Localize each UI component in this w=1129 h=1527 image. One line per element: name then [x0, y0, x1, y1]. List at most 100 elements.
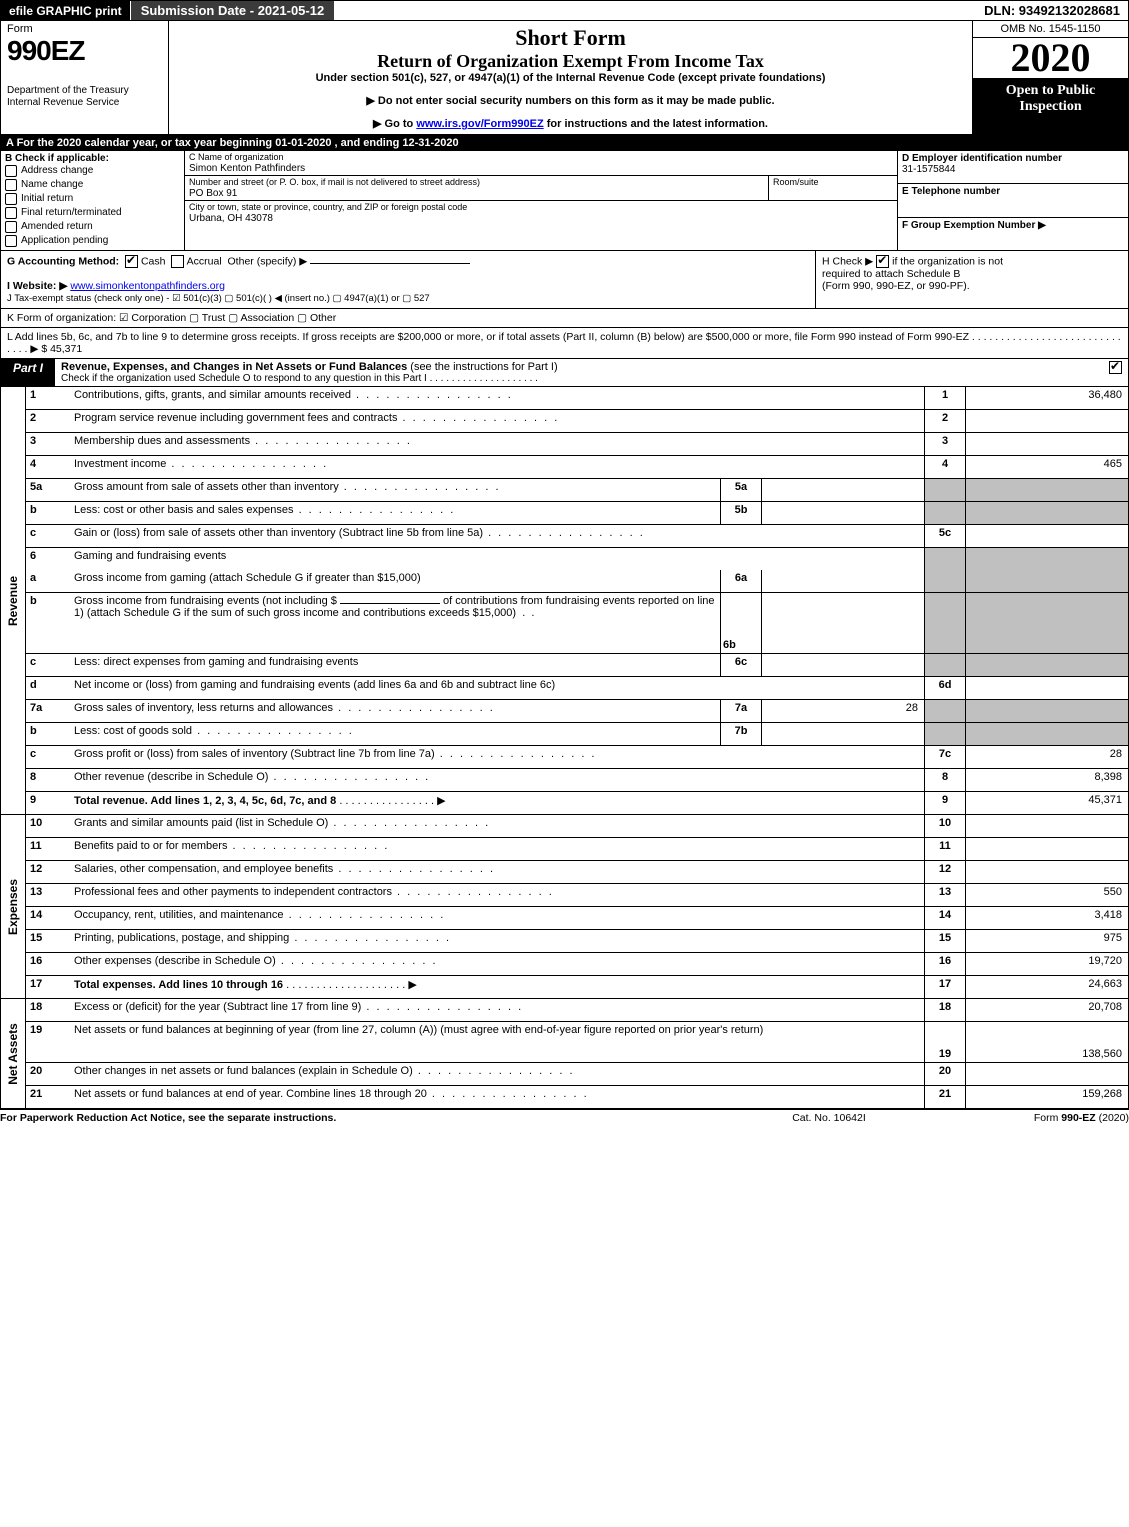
- line-5c-value: [965, 525, 1128, 547]
- line-20-value: [965, 1063, 1128, 1085]
- part-i-header: Part I Revenue, Expenses, and Changes in…: [0, 359, 1129, 387]
- line-21: 21 Net assets or fund balances at end of…: [26, 1086, 1128, 1108]
- accrual-checkbox[interactable]: [171, 255, 184, 268]
- row-h-1: if the organization is not: [892, 255, 1003, 267]
- line-13-value: 550: [965, 884, 1128, 906]
- expenses-table: Expenses 10 Grants and similar amounts p…: [0, 815, 1129, 999]
- row-g-label: G Accounting Method:: [7, 255, 119, 267]
- goto-pre: ▶ Go to: [373, 118, 416, 130]
- address-value: PO Box 91: [189, 188, 237, 199]
- line-1: 1 Contributions, gifts, grants, and simi…: [26, 387, 1128, 410]
- row-h: H Check ▶ if the organization is not req…: [815, 251, 1128, 308]
- form-header: Form 990EZ Department of the Treasury In…: [0, 21, 1129, 135]
- line-5c: c Gain or (loss) from sale of assets oth…: [26, 525, 1128, 548]
- accrual-label: Accrual: [187, 255, 222, 267]
- spacer: [334, 1, 976, 20]
- line-1-value: 36,480: [965, 387, 1128, 409]
- goto-post: for instructions and the latest informat…: [547, 118, 768, 130]
- cash-checkbox[interactable]: [125, 255, 138, 268]
- line-11: 11 Benefits paid to or for members 11: [26, 838, 1128, 861]
- org-name-cell: C Name of organization Simon Kenton Path…: [185, 151, 897, 176]
- group-exemption-label: F Group Exemption Number ▶: [902, 220, 1046, 231]
- chk-address-change[interactable]: Address change: [5, 164, 180, 178]
- ein-value: 31-1575844: [902, 164, 955, 175]
- line-16-value: 19,720: [965, 953, 1128, 975]
- other-input[interactable]: [310, 263, 470, 264]
- schedule-o-checkbox[interactable]: [1109, 361, 1122, 374]
- part-i-title: Revenue, Expenses, and Changes in Net As…: [55, 359, 1103, 386]
- footer-center: Cat. No. 10642I: [729, 1112, 929, 1124]
- room-label: Room/suite: [773, 177, 819, 187]
- row-h-2: required to attach Schedule B: [822, 268, 960, 280]
- footer-right: Form 990-EZ (2020): [929, 1112, 1129, 1124]
- row-i-label: I Website: ▶: [7, 280, 67, 292]
- line-11-value: [965, 838, 1128, 860]
- group-exemption-cell: F Group Exemption Number ▶: [898, 218, 1128, 250]
- chk-application-pending[interactable]: Application pending: [5, 234, 180, 248]
- header-right: OMB No. 1545-1150 2020 Open to Public In…: [972, 21, 1128, 134]
- title-return: Return of Organization Exempt From Incom…: [179, 51, 962, 72]
- chk-initial-return[interactable]: Initial return: [5, 192, 180, 206]
- cash-label: Cash: [141, 255, 166, 267]
- side-revenue: Revenue: [1, 387, 26, 814]
- chk-name-change[interactable]: Name change: [5, 178, 180, 192]
- checkbox-icon: [5, 165, 17, 177]
- line-12: 12 Salaries, other compensation, and emp…: [26, 861, 1128, 884]
- line-17-value: 24,663: [965, 976, 1128, 998]
- revenue-table: Revenue 1 Contributions, gifts, grants, …: [0, 387, 1129, 815]
- side-expenses: Expenses: [1, 815, 26, 998]
- section-b: B Check if applicable: Address change Na…: [1, 151, 185, 250]
- line-16: 16 Other expenses (describe in Schedule …: [26, 953, 1128, 976]
- line-9-value: 45,371: [965, 792, 1128, 814]
- row-j: J Tax-exempt status (check only one) - ☑…: [7, 293, 430, 304]
- line-7a-value: 28: [761, 700, 924, 722]
- submission-date: Submission Date - 2021-05-12: [131, 1, 335, 20]
- efile-print-button[interactable]: efile GRAPHIC print: [1, 1, 131, 20]
- top-bar: efile GRAPHIC print Submission Date - 20…: [0, 0, 1129, 21]
- open-public-inspection: Open to Public Inspection: [973, 79, 1128, 134]
- form-number: 990EZ: [7, 35, 162, 67]
- line-20: 20 Other changes in net assets or fund b…: [26, 1063, 1128, 1086]
- goto-link[interactable]: www.irs.gov/Form990EZ: [416, 118, 543, 130]
- line-12-value: [965, 861, 1128, 883]
- org-name: Simon Kenton Pathfinders: [189, 163, 305, 174]
- ein-cell: D Employer identification number 31-1575…: [898, 151, 1128, 184]
- dept-text: Department of the Treasury: [7, 85, 129, 96]
- line-7a: 7a Gross sales of inventory, less return…: [26, 700, 1128, 723]
- subtitle: Under section 501(c), 527, or 4947(a)(1)…: [179, 72, 962, 84]
- netassets-table: Net Assets 18 Excess or (deficit) for th…: [0, 999, 1129, 1109]
- line-6b: b Gross income from fundraising events (…: [26, 593, 1128, 654]
- chk-amended-return[interactable]: Amended return: [5, 220, 180, 234]
- line-6b-value: [761, 593, 924, 653]
- line-14: 14 Occupancy, rent, utilities, and maint…: [26, 907, 1128, 930]
- title-short-form: Short Form: [179, 25, 962, 51]
- chk-final-return[interactable]: Final return/terminated: [5, 206, 180, 220]
- line-3-value: [965, 433, 1128, 455]
- phone-label: E Telephone number: [902, 186, 1000, 197]
- revenue-body: 1 Contributions, gifts, grants, and simi…: [26, 387, 1128, 814]
- line-4-value: 465: [965, 456, 1128, 478]
- line-5a: 5a Gross amount from sale of assets othe…: [26, 479, 1128, 502]
- checkbox-icon: [5, 193, 17, 205]
- row-h-3: (Form 990, 990-EZ, or 990-PF).: [822, 280, 970, 292]
- section-def: D Employer identification number 31-1575…: [897, 151, 1128, 250]
- line-2: 2 Program service revenue including gove…: [26, 410, 1128, 433]
- other-label: Other (specify) ▶: [228, 255, 308, 267]
- row-l: L Add lines 5b, 6c, and 7b to line 9 to …: [0, 328, 1129, 359]
- line-6c: c Less: direct expenses from gaming and …: [26, 654, 1128, 677]
- line-10-value: [965, 815, 1128, 837]
- schedule-b-checkbox[interactable]: [876, 255, 889, 268]
- phone-cell: E Telephone number: [898, 184, 1128, 217]
- checkbox-icon: [5, 221, 17, 233]
- part-i-label: Part I: [1, 359, 55, 386]
- line-18: 18 Excess or (deficit) for the year (Sub…: [26, 999, 1128, 1022]
- row-g-h: G Accounting Method: Cash Accrual Other …: [0, 251, 1129, 309]
- section-b-title: B Check if applicable:: [5, 153, 180, 164]
- city-cell: City or town, state or province, country…: [185, 201, 897, 225]
- line-5b: b Less: cost or other basis and sales ex…: [26, 502, 1128, 525]
- contrib-amount-input[interactable]: [340, 603, 440, 604]
- address-row: Number and street (or P. O. box, if mail…: [185, 176, 897, 201]
- website-link[interactable]: www.simonkentonpathfinders.org: [70, 280, 225, 292]
- line-5b-value: [761, 502, 924, 524]
- line-7c-value: 28: [965, 746, 1128, 768]
